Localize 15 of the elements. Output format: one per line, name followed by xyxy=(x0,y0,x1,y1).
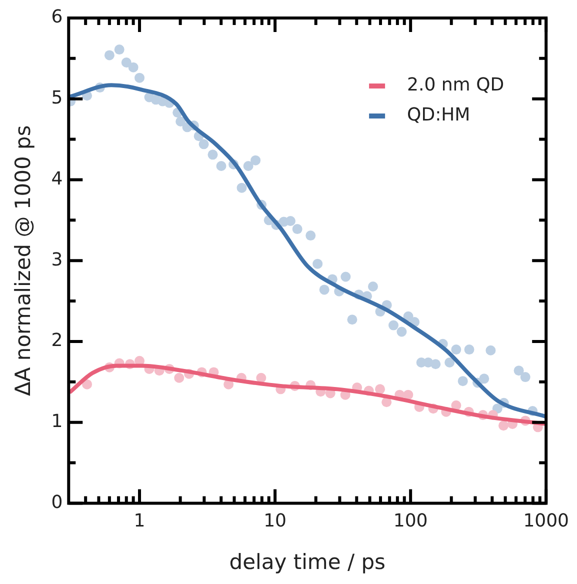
y-axis-title: ΔA normalized @ 1000 ps xyxy=(11,125,36,396)
x-tick-label: 1000 xyxy=(523,510,569,532)
y-tick-label: 4 xyxy=(51,168,63,190)
x-axis-title: delay time / ps xyxy=(229,550,386,574)
y-tick-label: 2 xyxy=(51,330,63,352)
y-tick-label: 1 xyxy=(51,411,63,432)
y-tick-label: 3 xyxy=(51,249,63,270)
legend-label: 2.0 nm QD xyxy=(407,74,504,96)
y-tick-label: 5 xyxy=(51,88,63,109)
x-tick-label: 100 xyxy=(393,510,428,532)
y-tick-label: 0 xyxy=(51,492,63,513)
x-tick-label: 1 xyxy=(134,510,146,532)
y-tick-label: 6 xyxy=(51,6,63,28)
x-tick-label: 10 xyxy=(264,510,286,532)
legend-label: QD:HM xyxy=(407,104,470,126)
